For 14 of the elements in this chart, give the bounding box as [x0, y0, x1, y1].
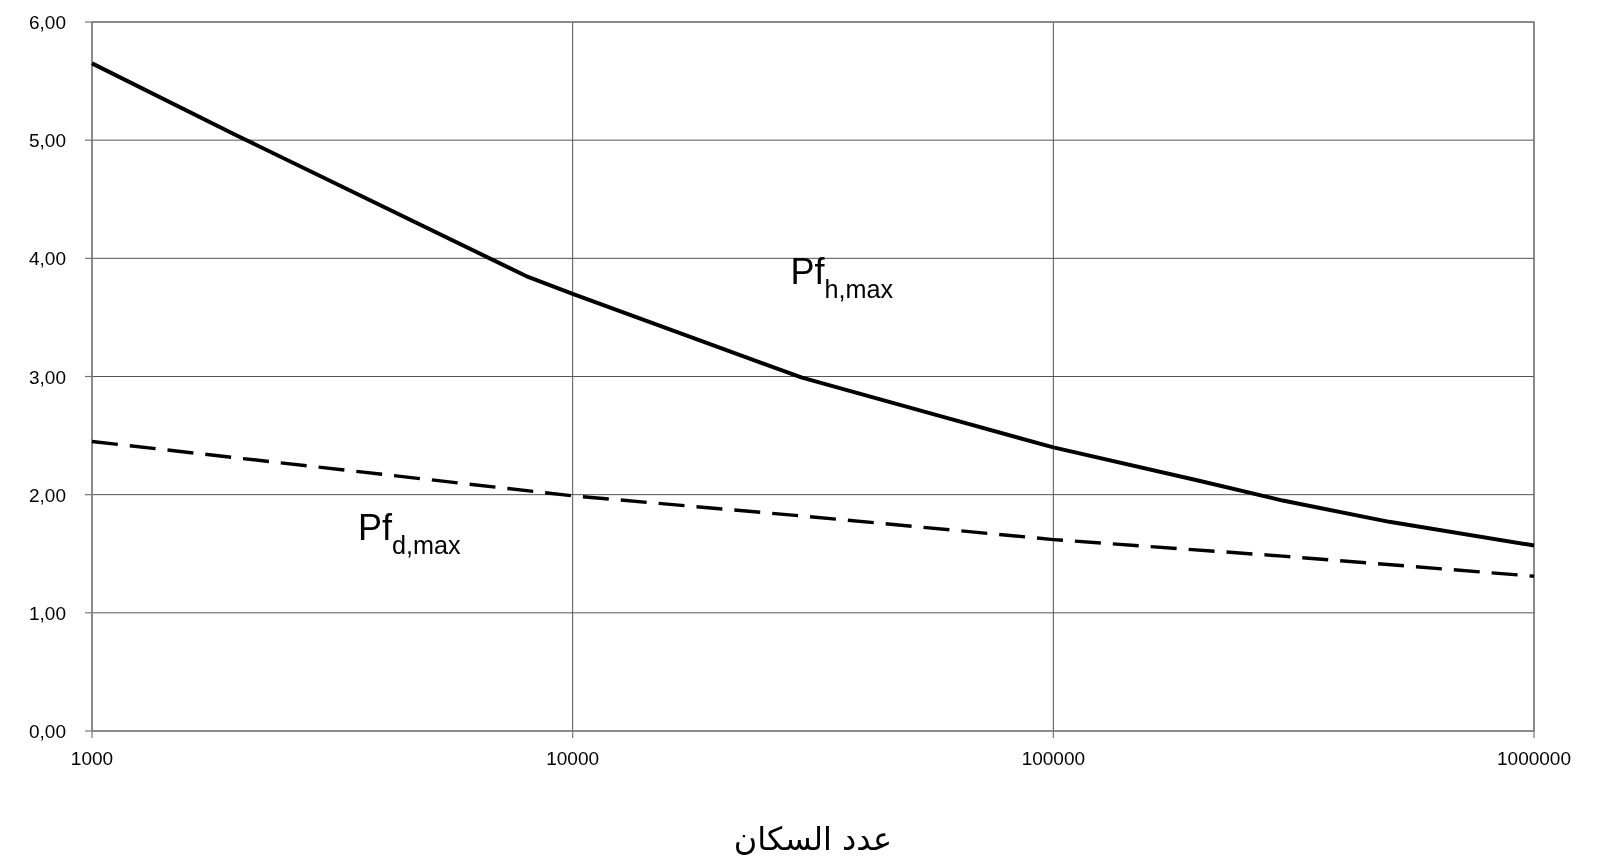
- y-tick-label: 1,00: [29, 602, 66, 624]
- y-tick-label: 6,00: [29, 12, 66, 33]
- y-tick-label: 2,00: [29, 484, 66, 506]
- x-tick-label: 1000000: [1497, 748, 1571, 769]
- x-tick-label: 100000: [1021, 748, 1086, 769]
- series-label: Pf$_{h,max}$: [790, 251, 894, 304]
- y-tick-label: 3,00: [29, 366, 66, 388]
- x-tick-label: 1000: [70, 748, 114, 769]
- y-tick-label: 5,00: [29, 130, 66, 152]
- x-axis-title: عدد السكان: [733, 820, 893, 858]
- y-tick-label: 0,00: [29, 721, 66, 742]
- series-label: Pf$_{d,max}$: [357, 506, 461, 559]
- x-tick-label: 10000: [546, 748, 600, 769]
- y-tick-label: 4,00: [29, 248, 66, 270]
